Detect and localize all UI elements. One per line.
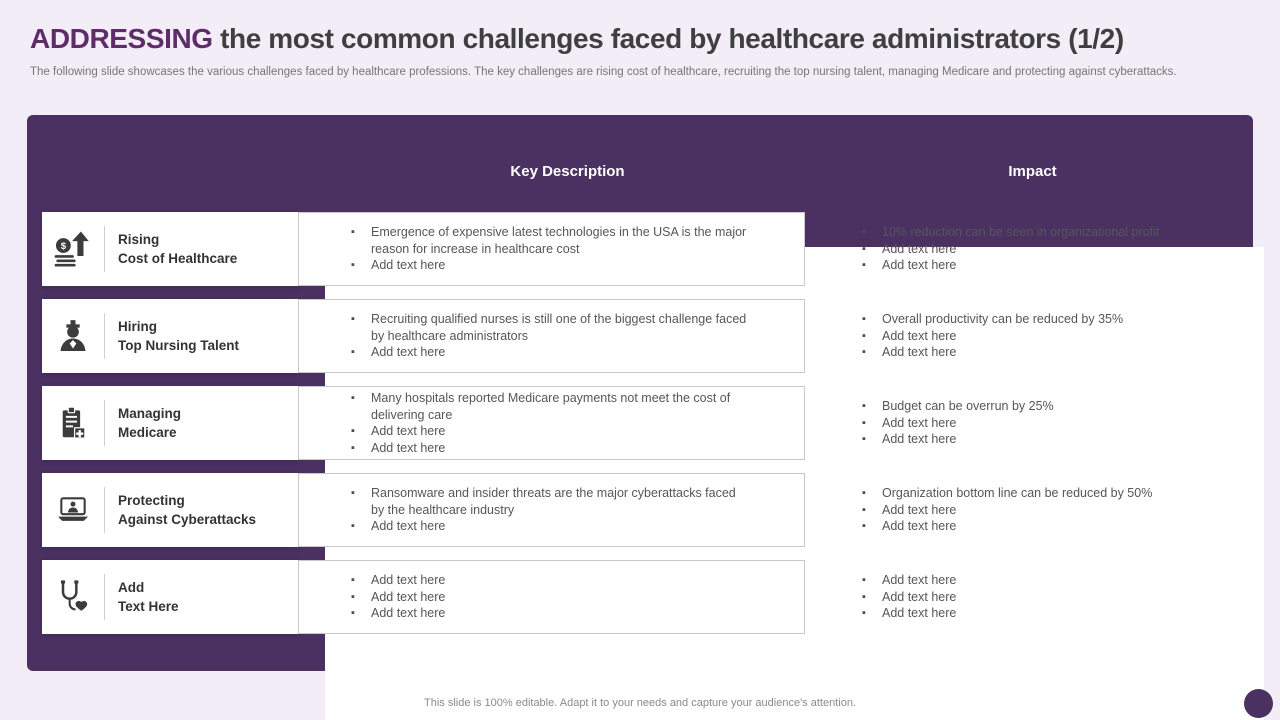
description-box: Many hospitals reported Medicare payment… [298, 386, 805, 460]
bullet-item: 10% reduction can be seen in organizatio… [862, 224, 1202, 241]
impact-bullets: Budget can be overrun by 25%Add text her… [850, 398, 1202, 448]
challenge-card-add-text: Add Text Here [42, 560, 298, 634]
card-divider [104, 313, 105, 359]
bullet-item: Ransomware and insider threats are the m… [351, 485, 751, 518]
bullet-item: Add text here [862, 415, 1202, 432]
key-description-pointer-icon [555, 190, 579, 200]
title-highlight: ADDRESSING [30, 23, 213, 54]
bullet-item: Add text here [862, 605, 1202, 622]
bullet-item: Add text here [862, 257, 1202, 274]
table-row: Protecting Against Cyberattacks Ransomwa… [0, 473, 1280, 547]
bullet-item: Add text here [351, 257, 751, 274]
challenge-label: Add Text Here [118, 580, 179, 614]
impact-pointer-icon [1020, 190, 1044, 200]
challenge-card-managing-medicare: Managing Medicare [42, 386, 298, 460]
bullet-item: Add text here [351, 605, 751, 622]
challenge-label: Managing Medicare [118, 406, 181, 440]
cyberattack-laptop-icon [53, 490, 93, 530]
bullet-item: Add text here [351, 518, 751, 535]
bullet-item: Add text here [351, 572, 751, 589]
impact-bullets: 10% reduction can be seen in organizatio… [850, 224, 1202, 274]
bullet-item: Overall productivity can be reduced by 3… [862, 311, 1202, 328]
challenge-card-cyberattacks: Protecting Against Cyberattacks [42, 473, 298, 547]
bullet-item: Many hospitals reported Medicare payment… [351, 390, 751, 423]
bullet-item: Add text here [862, 344, 1202, 361]
description-box: Ransomware and insider threats are the m… [298, 473, 805, 547]
card-divider [104, 226, 105, 272]
card-divider [104, 487, 105, 533]
bullet-item: Add text here [351, 344, 751, 361]
table-row: Hiring Top Nursing Talent Recruiting qua… [0, 299, 1280, 373]
bullet-item: Add text here [862, 431, 1202, 448]
table-row: Managing Medicare Many hospitals reporte… [0, 386, 1280, 460]
description-bullets: Many hospitals reported Medicare payment… [299, 390, 751, 456]
challenge-label: Rising Cost of Healthcare [118, 232, 238, 266]
challenge-label: Protecting Against Cyberattacks [118, 493, 257, 527]
bullet-item: Add text here [862, 328, 1202, 345]
table-row: $ Rising Cost of Healthcare Emergence of… [0, 212, 1280, 286]
impact-bullets: Organization bottom line can be reduced … [850, 485, 1202, 535]
description-bullets: Recruiting qualified nurses is still one… [299, 311, 751, 361]
nurse-icon [53, 316, 93, 356]
challenge-card-rising-cost: $ Rising Cost of Healthcare [42, 212, 298, 286]
description-bullets: Emergence of expensive latest technologi… [299, 224, 751, 274]
challenge-label: Hiring Top Nursing Talent [118, 319, 239, 353]
bullet-item: Recruiting qualified nurses is still one… [351, 311, 751, 344]
rising-cost-icon: $ [52, 228, 94, 270]
title-rest: the most common challenges faced by heal… [212, 23, 1124, 54]
challenge-card-hiring-nurses: Hiring Top Nursing Talent [42, 299, 298, 373]
bullet-item: Budget can be overrun by 25% [862, 398, 1202, 415]
bullet-item: Add text here [351, 423, 751, 440]
bullet-item: Add text here [351, 440, 751, 457]
bullet-item: Emergence of expensive latest technologi… [351, 224, 751, 257]
bullet-item: Add text here [862, 502, 1202, 519]
description-box: Recruiting qualified nurses is still one… [298, 299, 805, 373]
medicare-clipboard-icon [54, 404, 92, 442]
description-box: Emergence of expensive latest technologi… [298, 212, 805, 286]
impact-cell: Budget can be overrun by 25%Add text her… [850, 386, 1210, 460]
bullet-item: Add text here [862, 241, 1202, 258]
key-description-header: Key Description [458, 155, 677, 188]
impact-cell: Organization bottom line can be reduced … [850, 473, 1210, 547]
impact-bullets: Overall productivity can be reduced by 3… [850, 311, 1202, 361]
card-divider [104, 574, 105, 620]
impact-cell: 10% reduction can be seen in organizatio… [850, 212, 1210, 286]
page-title: ADDRESSING the most common challenges fa… [30, 22, 1250, 56]
bullet-item: Add text here [862, 589, 1202, 606]
card-divider [104, 400, 105, 446]
bullet-item: Add text here [351, 589, 751, 606]
impact-header: Impact [925, 155, 1140, 188]
corner-circle-decoration [1244, 689, 1273, 718]
footer-note: This slide is 100% editable. Adapt it to… [424, 697, 856, 709]
bullet-item: Add text here [862, 518, 1202, 535]
description-bullets: Ransomware and insider threats are the m… [299, 485, 751, 535]
stethoscope-heart-icon [53, 577, 93, 617]
svg-text:$: $ [61, 241, 67, 252]
bullet-item: Organization bottom line can be reduced … [862, 485, 1202, 502]
slide-subtitle: The following slide showcases the variou… [30, 66, 1177, 78]
bullet-item: Add text here [862, 572, 1202, 589]
impact-cell: Overall productivity can be reduced by 3… [850, 299, 1210, 373]
